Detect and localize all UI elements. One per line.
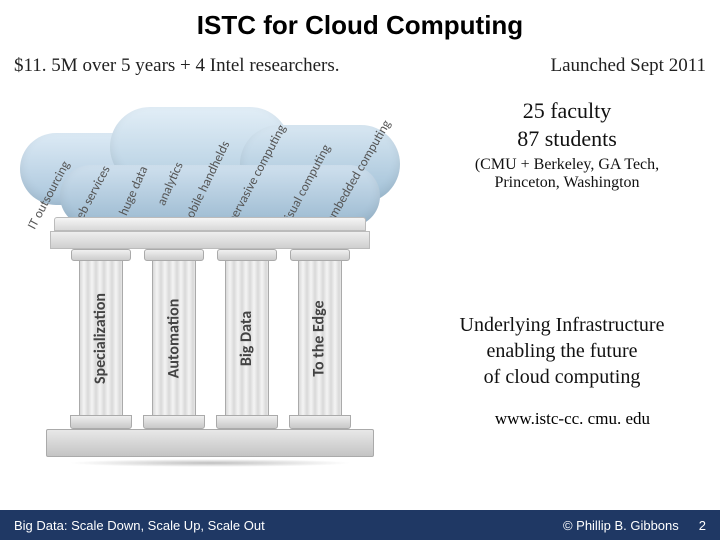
url-text: www.istc-cc. cmu. edu: [495, 409, 650, 429]
infrastructure-text: Underlying Infrastructureenabling the fu…: [422, 312, 702, 390]
pillar-shaft: To the Edge: [298, 261, 342, 415]
columns-row: Specialization Automation Big Data To the E…: [60, 249, 360, 429]
cornice: [54, 217, 366, 231]
pillar-cap: [290, 249, 350, 261]
pillar-cap: [217, 249, 277, 261]
pillar-label: Specialization: [91, 292, 110, 383]
pillar-label: Automation: [164, 298, 183, 378]
pillar-base: [143, 415, 205, 429]
pillar: Automation: [148, 249, 200, 429]
pillar-shaft: Specialization: [79, 261, 123, 415]
pillar-label: To the Edge: [310, 300, 329, 376]
pillar-base: [216, 415, 278, 429]
footer-left: Big Data: Scale Down, Scale Up, Scale Ou…: [14, 518, 563, 533]
subtitle-right: Launched Sept 2011: [551, 55, 706, 77]
pillar-diagram: IT outsourcingweb serviceshuge dataanaly…: [20, 85, 400, 470]
cloud-area: IT outsourcingweb serviceshuge dataanaly…: [20, 85, 400, 225]
temple: Specialization Automation Big Data To the E…: [60, 217, 360, 467]
footer-bar: Big Data: Scale Down, Scale Up, Scale Ou…: [0, 510, 720, 540]
content-area: IT outsourcingweb serviceshuge dataanaly…: [0, 77, 720, 477]
subtitle-left: $11. 5M over 5 years + 4 Intel researche…: [14, 55, 340, 77]
stats-block: 25 faculty 87 students (CMU + Berkeley, …: [432, 97, 702, 192]
pillar: To the Edge: [294, 249, 346, 429]
pillar: Specialization: [75, 249, 127, 429]
footer-right: © Phillip B. Gibbons: [563, 518, 679, 533]
subtitle-row: $11. 5M over 5 years + 4 Intel researche…: [0, 41, 720, 77]
pillar-base: [70, 415, 132, 429]
pillar-base: [289, 415, 351, 429]
shadow: [68, 459, 352, 467]
faculty-count: 25 faculty: [432, 97, 702, 125]
plinth: [46, 429, 374, 457]
entablature: [50, 231, 370, 249]
student-count: 87 students: [432, 125, 702, 153]
pillar: Big Data: [221, 249, 273, 429]
pillar-shaft: Automation: [152, 261, 196, 415]
pillar-cap: [71, 249, 131, 261]
pillar-shaft: Big Data: [225, 261, 269, 415]
pillar-cap: [144, 249, 204, 261]
pillar-label: Big Data: [237, 310, 256, 365]
page-number: 2: [699, 518, 706, 533]
slide-title: ISTC for Cloud Computing: [0, 0, 720, 41]
affiliations: (CMU + Berkeley, GA Tech,Princeton, Wash…: [432, 156, 702, 192]
